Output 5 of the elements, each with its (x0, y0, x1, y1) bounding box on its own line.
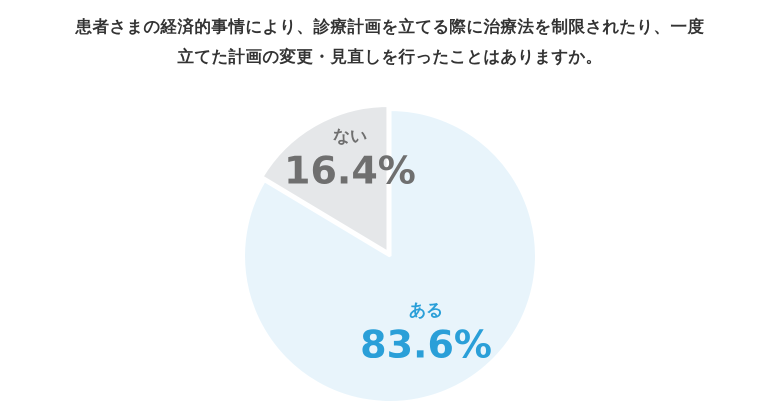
slice-label: ある (409, 300, 444, 321)
slice-label: ない (332, 126, 367, 146)
chart-title: 患者さまの経済的事情により、診療計画を立てる際に治療法を制限されたり、一度立てた計画の変更・見直しを行ったことはありますか。 (74, 16, 706, 68)
data-label: 16.4% (284, 148, 416, 192)
data-label: 83.6% (360, 322, 492, 367)
